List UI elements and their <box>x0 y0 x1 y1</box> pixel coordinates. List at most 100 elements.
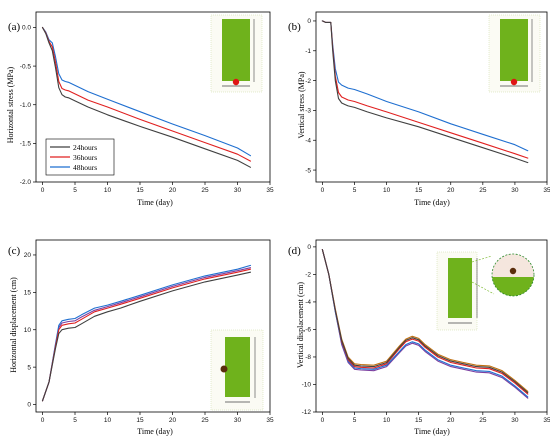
x-tick-label: 35 <box>266 417 274 424</box>
y-axis-label-d: Vertical displacement (cm) <box>296 282 305 369</box>
x-tick-label: 0 <box>41 187 45 194</box>
x-tick-label: 10 <box>104 417 112 424</box>
y-tick-label: -8 <box>305 354 311 361</box>
x-tick-label: 35 <box>266 187 274 194</box>
x-tick-label: 5 <box>73 187 77 194</box>
y-tick-label: 0 <box>307 18 311 25</box>
x-tick-label: 30 <box>234 187 242 194</box>
x-tick-label: 15 <box>415 417 423 424</box>
y-axis-label-b: Vertical stress (MPa) <box>297 71 306 138</box>
series-line-48hours <box>41 264 252 402</box>
panel-label-b: (b) <box>288 21 301 33</box>
green-block <box>222 19 250 81</box>
y-tick-label: 10 <box>24 327 32 334</box>
legend-entry-48hours: 48hours <box>73 163 97 172</box>
y-tick-label: -3 <box>305 108 311 115</box>
y-tick-label: -10 <box>302 382 312 389</box>
y-tick-label: -1.0 <box>20 102 32 109</box>
series-line-24hours <box>41 271 252 402</box>
plot-frame <box>35 11 271 183</box>
x-tick-label: 0 <box>321 417 325 424</box>
inset-diagram-a <box>210 14 263 93</box>
x-tick-label: 35 <box>543 187 550 194</box>
green-block <box>500 19 528 81</box>
y-tick-label: -5 <box>305 167 311 174</box>
panel-label-d: (d) <box>288 245 301 257</box>
zoom-green <box>492 277 534 296</box>
inset-diagram-b <box>488 14 541 93</box>
series-line-24hours <box>41 26 252 168</box>
green-block <box>225 337 250 397</box>
legend-entry-24hours: 24hours <box>73 143 97 152</box>
x-tick-label: 15 <box>415 187 423 194</box>
x-tick-label: 20 <box>169 187 177 194</box>
x-tick-label: 30 <box>511 417 519 424</box>
x-tick-label: 20 <box>447 417 455 424</box>
y-tick-label: 15 <box>24 290 32 297</box>
y-tick-label: -2 <box>305 272 311 279</box>
panel-d: (d) Vertical displacement (cm) Time (day… <box>288 239 550 436</box>
inset-diagram-d <box>436 251 535 331</box>
y-tick-label: -1.5 <box>20 141 32 148</box>
y-tick-label: 20 <box>24 252 32 259</box>
plot-frame <box>35 239 271 413</box>
x-tick-label: 25 <box>201 187 209 194</box>
y-tick-label: -12 <box>302 409 312 416</box>
measurement-point <box>509 267 517 275</box>
x-tick-label: 20 <box>169 417 177 424</box>
zoom-circle <box>492 254 534 296</box>
x-axis-label-c: Time (day) <box>137 427 173 436</box>
x-tick-label: 20 <box>447 187 455 194</box>
plot-frame <box>315 239 548 413</box>
panel-label-a: (a) <box>8 21 21 33</box>
measurement-point <box>510 78 518 86</box>
y-tick-label: -6 <box>305 327 311 334</box>
x-tick-label: 35 <box>543 417 550 424</box>
x-tick-label: 15 <box>136 417 144 424</box>
series-line-48hours <box>41 26 252 157</box>
y-axis-label-a: Horizontal stress (MPa) <box>6 66 15 143</box>
y-tick-label: 5 <box>27 364 31 371</box>
x-axis-label-d: Time (day) <box>414 427 450 436</box>
panel-label-c: (c) <box>8 245 21 257</box>
measurement-point <box>220 365 228 373</box>
series-line-36hours <box>41 26 252 162</box>
series-line-24hours <box>321 249 529 394</box>
x-tick-label: 25 <box>479 417 487 424</box>
x-tick-label: 0 <box>321 187 325 194</box>
x-tick-label: 25 <box>479 187 487 194</box>
y-tick-label: 0.0 <box>22 25 31 32</box>
x-tick-label: 5 <box>353 417 357 424</box>
series-line-24hours <box>321 20 529 164</box>
y-tick-label: -4 <box>305 299 311 306</box>
panel-b: (b) Vertical stress (MPa) Time (day) 0 5 1… <box>288 11 550 207</box>
y-tick-label: -2 <box>305 78 311 85</box>
zoom-circle-outline <box>491 253 535 297</box>
y-axis-label-c: Horizontal displacement (cm) <box>9 277 18 373</box>
inset-diagram-c <box>210 329 264 411</box>
panel-c: (c) Horizontal displacement (cm) Time (d… <box>8 239 274 436</box>
zoom-leader-bottom <box>471 281 495 295</box>
y-tick-label: -1 <box>305 48 311 55</box>
green-block <box>448 258 472 318</box>
x-tick-label: 10 <box>383 187 391 194</box>
x-tick-label: 15 <box>136 187 144 194</box>
x-tick-label: 10 <box>383 417 391 424</box>
x-tick-label: 5 <box>353 187 357 194</box>
x-axis-label-b: Time (day) <box>414 198 450 207</box>
x-tick-label: 5 <box>73 417 77 424</box>
x-tick-label: 10 <box>104 187 112 194</box>
y-tick-label: -2.0 <box>20 179 32 186</box>
x-tick-label: 30 <box>234 417 242 424</box>
panel-a: (a) Horizontal stress (MPa) Time (day) 2… <box>6 11 274 207</box>
y-tick-label: 0 <box>27 402 31 409</box>
x-tick-label: 25 <box>201 417 209 424</box>
y-tick-label: -4 <box>305 137 311 144</box>
y-tick-label: 0 <box>307 244 311 251</box>
x-tick-label: 30 <box>511 187 519 194</box>
measurement-point <box>232 78 240 86</box>
series-line-36hours <box>41 268 252 402</box>
legend-entry-36hours: 36hours <box>73 153 97 162</box>
y-tick-label: -0.5 <box>20 63 32 70</box>
